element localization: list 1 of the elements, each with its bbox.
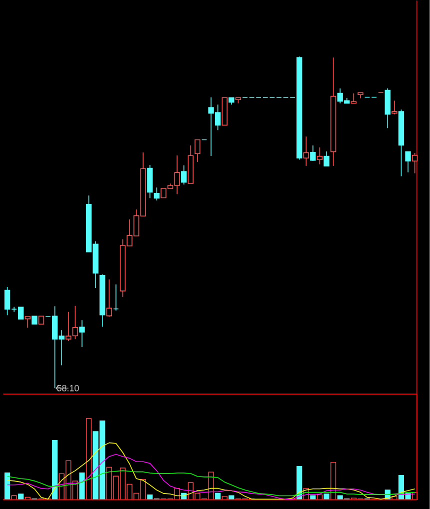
annotation: 58.10: [57, 384, 79, 392]
